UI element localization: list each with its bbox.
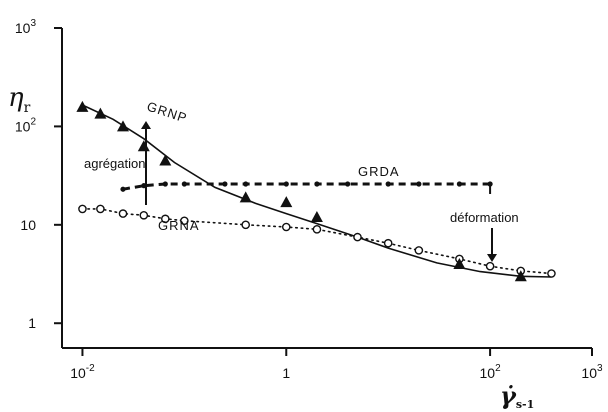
grda-point-8 [345,181,351,187]
x-axis-label: γ̇s-1 [500,381,534,411]
series-markers [76,100,556,282]
grda-point-11 [456,181,463,187]
grnp-point-6 [280,196,293,208]
grna-point-13 [485,261,495,271]
grda-point-4 [222,181,228,187]
grda-point-10 [416,181,422,187]
grna-point-3 [139,210,149,220]
grnp-point-7 [310,211,323,222]
annotation-agregation: agrégation [84,156,145,171]
grnp-point-9 [514,270,527,282]
grna-point-10 [383,238,393,248]
grda-point-12 [487,181,493,187]
series-curves [81,104,553,278]
x-tick-label-0: 10-2 [70,363,95,381]
grna-point-7 [281,222,291,232]
grda-point-9 [385,181,391,187]
grnp-point-0 [76,100,89,112]
grnp-point-4 [159,154,172,166]
series-line-grnp [82,104,552,278]
y-tick-label-0: 1 [28,315,36,331]
grda-point-3 [181,181,187,187]
grna-point-8 [312,225,322,234]
grnp-point-1 [94,107,107,119]
grnp-point-2 [117,120,129,132]
grna-point-6 [241,220,251,230]
x-tick-label-3: 103 [581,363,603,381]
series-line-grna [81,208,553,275]
y-tick-label-3: 103 [15,18,37,36]
grna-point-2 [118,209,128,218]
grna-point-4 [160,214,170,224]
grda-point-2 [162,181,168,187]
grna-point-0 [78,204,87,214]
series-label-grda: GRDA [358,164,400,179]
y-axis-label: ηr [8,83,31,116]
y-tick-label-2: 102 [15,116,37,134]
x-tick-label-2: 102 [480,363,502,381]
grna-point-15 [547,269,556,278]
grna-point-11 [414,246,424,255]
grda-point-5 [243,181,249,187]
grda-point-7 [314,181,320,187]
grnp-point-5 [239,191,252,203]
axis-ticks: 10-2 1 102 103 1 10 102 103 [15,18,603,381]
grna-point-9 [353,232,362,242]
x-tick-label-1: 1 [282,365,290,381]
grda-point-0 [120,186,126,192]
grna-point-5 [180,216,189,226]
grnp-point-8 [453,258,466,269]
grda-point-6 [283,181,289,187]
y-tick-label-1: 10 [20,217,36,233]
series-label-grnp: GRNP [145,99,189,126]
series-line-grda [122,182,491,191]
grna-point-1 [96,204,105,214]
annotation-deformation: déformation [450,210,519,225]
series-label-grna: GRNA [158,218,200,233]
